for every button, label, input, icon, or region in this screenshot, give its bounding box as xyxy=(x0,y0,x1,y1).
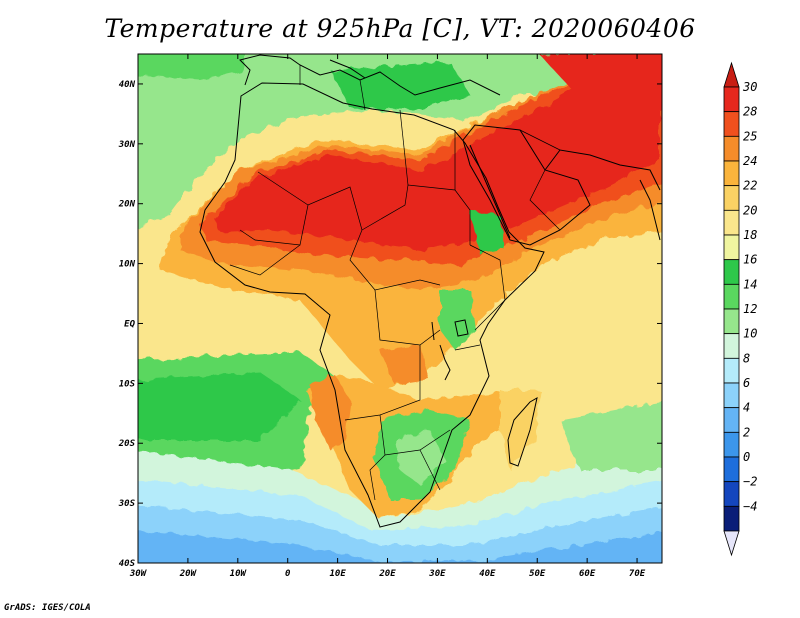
lat-tick-label: 30S xyxy=(118,499,136,509)
colorbar-swatch xyxy=(723,382,740,409)
lat-tick-label: 20S xyxy=(118,439,136,449)
colorbar-label: 14 xyxy=(743,277,757,291)
colorbar-label: 10 xyxy=(743,327,757,341)
colorbar-label: 16 xyxy=(743,253,757,267)
map-title: Temperature at 925hPa [C], VT: 202006040… xyxy=(104,14,696,43)
lat-tick-label: 40S xyxy=(119,559,136,569)
country-borders xyxy=(229,65,561,501)
coastlines xyxy=(199,54,661,528)
lon-tick-label: 20E xyxy=(378,569,396,579)
colorbar-label: 4 xyxy=(743,401,750,415)
lon-tick-label: 40E xyxy=(479,569,496,579)
colorbar-swatch xyxy=(723,234,740,261)
colorbar-swatch xyxy=(723,86,740,113)
colorbar-label: 25 xyxy=(743,129,757,143)
colorbar-swatch xyxy=(723,456,740,483)
colorbar-swatch xyxy=(723,209,740,236)
colorbar-swatch xyxy=(723,357,740,384)
lon-tick-label: 0 xyxy=(285,569,291,579)
lon-tick-label: 50E xyxy=(529,569,546,579)
colorbar-swatch xyxy=(723,283,740,310)
plot-frame xyxy=(137,53,663,564)
lon-tick-label: 30E xyxy=(428,569,446,579)
colorbar-label: 22 xyxy=(743,179,757,193)
lat-tick-label: EQ xyxy=(124,319,135,329)
colorbar-swatch xyxy=(723,185,740,211)
lon-tick-label: 60E xyxy=(579,569,596,579)
lat-tick-label: 30N xyxy=(118,140,136,150)
colorbar-label: 12 xyxy=(743,302,757,316)
colorbar-swatch xyxy=(723,505,740,532)
lat-tick-label: 40N xyxy=(119,80,136,90)
colorbar-label: 28 xyxy=(743,105,757,119)
lat-tick-label: 20N xyxy=(118,200,136,210)
lon-tick-label: 10E xyxy=(329,569,346,579)
lon-tick-label: 70E xyxy=(629,569,646,579)
colorbar-swatch xyxy=(723,431,740,458)
lon-tick-label: 30W xyxy=(129,569,148,579)
colorbar-bottom-cap xyxy=(723,530,740,557)
colorbar-swatch xyxy=(723,481,740,507)
lon-tick-label: 20W xyxy=(179,569,198,579)
lon-tick-label: 10W xyxy=(230,569,248,579)
colorbar-label: 20 xyxy=(743,203,757,217)
colorbar-label: 24 xyxy=(743,154,757,168)
colorbar-swatch xyxy=(723,111,740,137)
colorbar-swatch xyxy=(723,333,740,359)
colorbar-label: 6 xyxy=(743,376,750,390)
colorbar-swatch xyxy=(723,135,740,162)
colorbar-swatch xyxy=(723,160,740,187)
colorbar-label: −2 xyxy=(743,475,757,489)
colorbar-label: 0 xyxy=(743,450,750,464)
colorbar-swatch xyxy=(723,259,740,285)
colorbar-label: 30 xyxy=(742,80,757,94)
colorbar-label: 2 xyxy=(743,425,750,439)
colorbar-top-cap xyxy=(723,61,740,88)
colorbar-swatch xyxy=(723,407,740,433)
lat-tick-label: 10N xyxy=(119,260,136,270)
temperature-field xyxy=(138,54,662,563)
colorbar-label: −4 xyxy=(743,499,757,513)
colorbar-swatch xyxy=(723,308,740,335)
colorbar-label: 18 xyxy=(743,228,757,242)
colorbar-label: 8 xyxy=(743,351,750,365)
credit-label: GrADS: IGES/COLA xyxy=(4,603,91,613)
lat-tick-label: 10S xyxy=(119,379,136,389)
